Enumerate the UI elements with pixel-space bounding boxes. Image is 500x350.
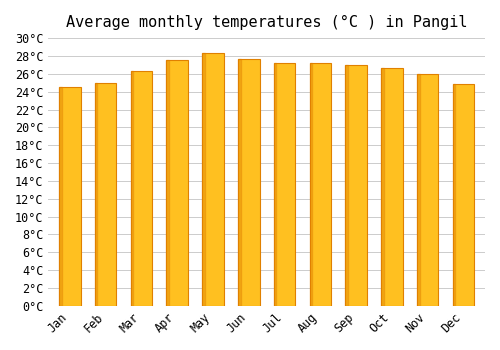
Bar	[130, 71, 152, 306]
Bar	[346, 65, 367, 306]
Bar	[202, 53, 205, 306]
Bar	[166, 61, 169, 306]
Bar	[346, 65, 348, 306]
Bar	[381, 69, 402, 306]
Bar	[130, 71, 134, 306]
Bar	[453, 84, 456, 306]
Bar	[274, 63, 276, 306]
Bar	[59, 87, 62, 306]
Bar	[381, 69, 384, 306]
Bar	[166, 61, 188, 306]
Bar	[310, 63, 331, 306]
Bar	[59, 87, 80, 306]
Bar	[238, 59, 260, 306]
Bar	[95, 83, 98, 306]
Bar	[417, 74, 438, 306]
Bar	[417, 74, 420, 306]
Title: Average monthly temperatures (°C ) in Pangil: Average monthly temperatures (°C ) in Pa…	[66, 15, 468, 30]
Bar	[238, 59, 240, 306]
Bar	[202, 53, 224, 306]
Bar	[453, 84, 474, 306]
Bar	[95, 83, 116, 306]
Bar	[274, 63, 295, 306]
Bar	[310, 63, 312, 306]
